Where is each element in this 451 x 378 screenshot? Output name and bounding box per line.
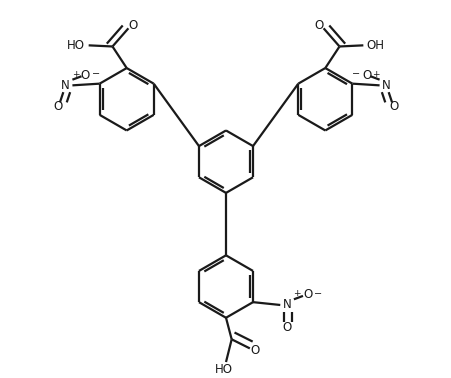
Text: −: − bbox=[313, 289, 322, 299]
Text: N: N bbox=[282, 299, 291, 311]
Text: N: N bbox=[61, 79, 70, 92]
Text: OH: OH bbox=[366, 39, 384, 52]
Text: O: O bbox=[361, 69, 370, 82]
Text: O: O bbox=[302, 288, 312, 301]
Text: O: O bbox=[129, 19, 138, 32]
Text: O: O bbox=[313, 19, 322, 32]
Text: −: − bbox=[351, 69, 359, 79]
Text: O: O bbox=[250, 344, 259, 357]
Text: +: + bbox=[372, 70, 379, 79]
Text: −: − bbox=[92, 69, 100, 79]
Text: HO: HO bbox=[215, 363, 233, 376]
Text: +: + bbox=[293, 289, 300, 298]
Text: HO: HO bbox=[67, 39, 85, 52]
Text: O: O bbox=[54, 101, 63, 113]
Text: N: N bbox=[381, 79, 390, 92]
Text: O: O bbox=[81, 69, 90, 82]
Text: O: O bbox=[388, 101, 397, 113]
Text: +: + bbox=[72, 70, 79, 79]
Text: O: O bbox=[282, 321, 291, 334]
